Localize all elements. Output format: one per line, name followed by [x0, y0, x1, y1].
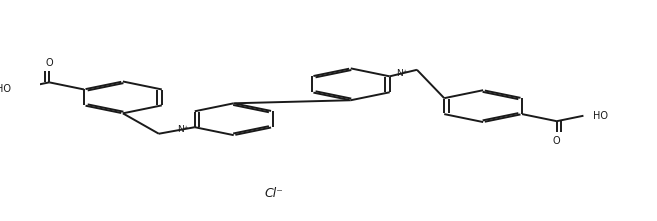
Text: HO: HO [0, 84, 12, 94]
Text: N⁺: N⁺ [177, 125, 189, 134]
Text: Cl⁻: Cl⁻ [264, 187, 283, 200]
Text: O: O [45, 57, 53, 67]
Text: HO: HO [593, 111, 608, 121]
Text: O: O [553, 136, 560, 146]
Text: N⁺: N⁺ [396, 69, 407, 78]
